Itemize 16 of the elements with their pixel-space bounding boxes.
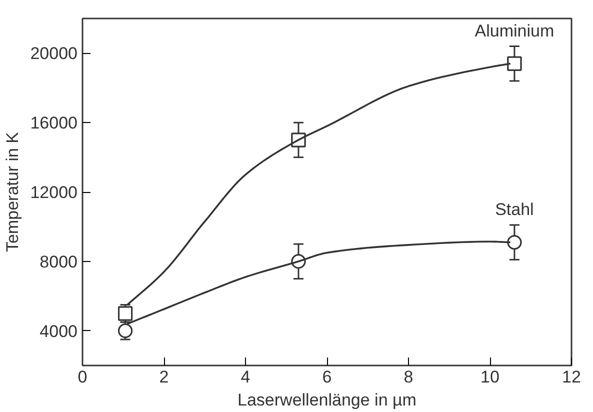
y-tick-label: 12000 [30,183,78,202]
x-tick-label: 4 [240,368,250,386]
x-tick-label: 10 [480,368,500,386]
y-axis-title: Temperatur in K [3,131,22,252]
y-tick-label: 8000 [40,252,78,272]
y-tick-label: 20000 [30,44,78,64]
x-tick-label: 8 [404,368,414,386]
x-tick-label: 12 [562,368,581,386]
x-tick-label: 0 [78,368,88,386]
x-tick-label: 2 [159,368,169,386]
series-label: Stahl [495,200,534,219]
series-label: Aluminium [474,21,554,40]
y-tick-label: 4000 [40,322,78,341]
y-tick-label: 16000 [30,114,78,133]
x-tick-label: 6 [322,368,332,386]
x-axis-title: Laserwellenlänge in µm [238,390,416,410]
